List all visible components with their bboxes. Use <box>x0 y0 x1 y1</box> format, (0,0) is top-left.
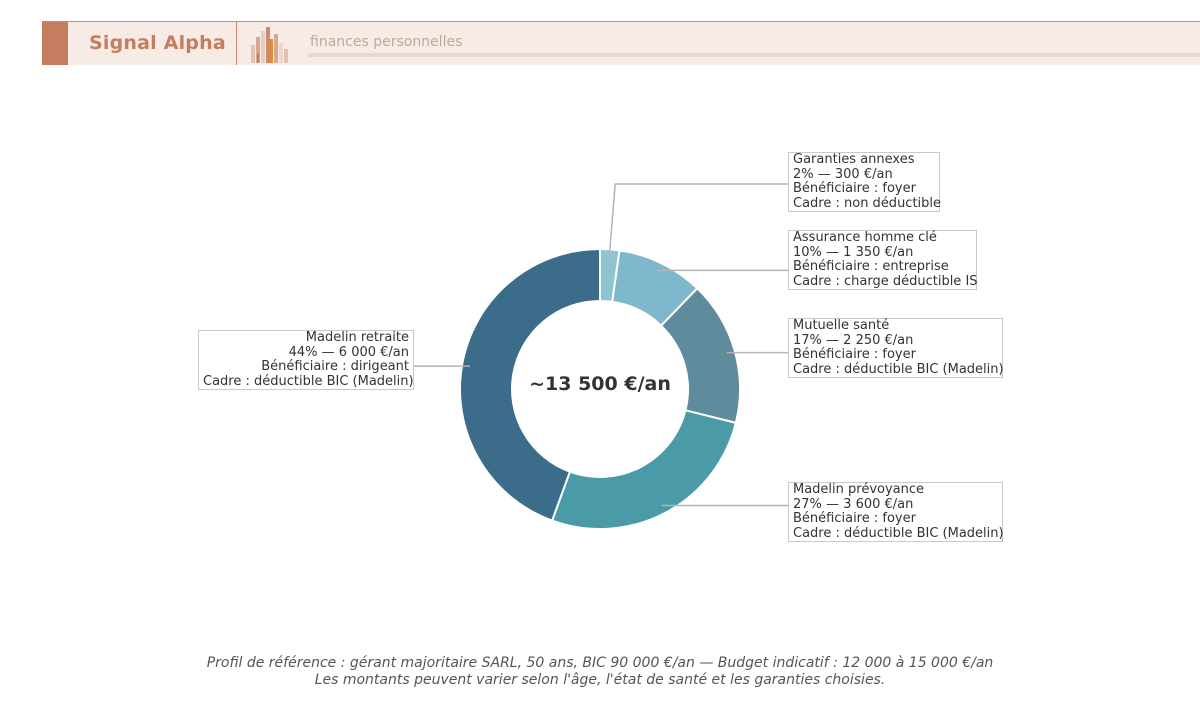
donut-slices <box>459 247 741 530</box>
footer-line-profile: Profil de référence : gérant majoritaire… <box>206 655 994 671</box>
slice-label-amount-label: 44% — 6 000 €/an <box>288 344 409 360</box>
slice-label-box-5: Madelin retraite 44% — 6 000 €/an Bénéfici… <box>198 330 414 391</box>
slice-label-name: Madelin retraite <box>305 330 409 345</box>
slice-label-beneficiary: Bénéficiaire : entreprise <box>793 259 949 275</box>
slice-label-box-1: Garanties annexes 2% — 300 €/an Bénéficiai… <box>788 152 942 213</box>
brand-name[interactable]: Signal Alpha <box>89 32 226 54</box>
slice-label-amount-label: 27% — 3 600 €/an <box>793 496 914 512</box>
leader-line-1 <box>608 183 788 258</box>
leader-lines <box>414 183 788 507</box>
slice-label-name: Madelin prévoyance <box>793 482 925 497</box>
slice-label-frame: Cadre : non déductible <box>793 195 942 211</box>
slice-label-name: Mutuelle santé <box>793 318 890 333</box>
footer-notes: Profil de référence : gérant majoritaire… <box>0 655 1200 688</box>
slice-label-frame: Cadre : déductible BIC (Madelin) <box>203 373 414 389</box>
donut-chart <box>414 183 788 530</box>
tagline: finances personnelles <box>310 34 463 50</box>
bar-chart-logo-icon <box>251 27 288 63</box>
slice-label-amount-label: 17% — 2 250 €/an <box>793 332 914 348</box>
chart-center-total: ~13 500 €/an <box>529 373 671 395</box>
slice-label-box-2: Assurance homme clé 10% — 1 350 €/an Bénéf… <box>788 230 978 291</box>
slice-label-box-3: Mutuelle santé 17% — 2 250 €/an Bénéficiai… <box>788 318 1004 379</box>
header-accent-block <box>42 22 68 65</box>
slice-label-frame: Cadre : déductible BIC (Madelin) <box>793 361 1004 377</box>
donut-slice-5[interactable] <box>459 247 601 522</box>
slice-label-amount-label: 10% — 1 350 €/an <box>793 244 914 260</box>
footer-line-disclaimer: Les montants peuvent varier selon l'âge,… <box>314 671 886 688</box>
slice-label-beneficiary: Bénéficiaire : foyer <box>793 181 916 197</box>
slice-label-amount-label: 2% — 300 €/an <box>793 166 893 182</box>
slice-label-name: Garanties annexes <box>793 152 915 167</box>
slice-label-box-4: Madelin prévoyance 27% — 3 600 €/an Bénéfi… <box>788 482 1004 543</box>
slice-label-name: Assurance homme clé <box>793 230 937 245</box>
slice-label-beneficiary: Bénéficiaire : foyer <box>793 511 916 527</box>
donut-slice-4[interactable] <box>550 409 738 530</box>
tagline-underline <box>308 53 1200 57</box>
slice-label-frame: Cadre : charge déductible IS <box>793 273 978 289</box>
slice-label-beneficiary: Bénéficiaire : foyer <box>793 347 916 363</box>
header-banner: Signal Alpha finances personnelles <box>42 21 1200 65</box>
header-separator <box>236 22 237 65</box>
slice-label-frame: Cadre : déductible BIC (Madelin) <box>793 525 1004 541</box>
slice-label-beneficiary: Bénéficiaire : dirigeant <box>261 359 409 375</box>
